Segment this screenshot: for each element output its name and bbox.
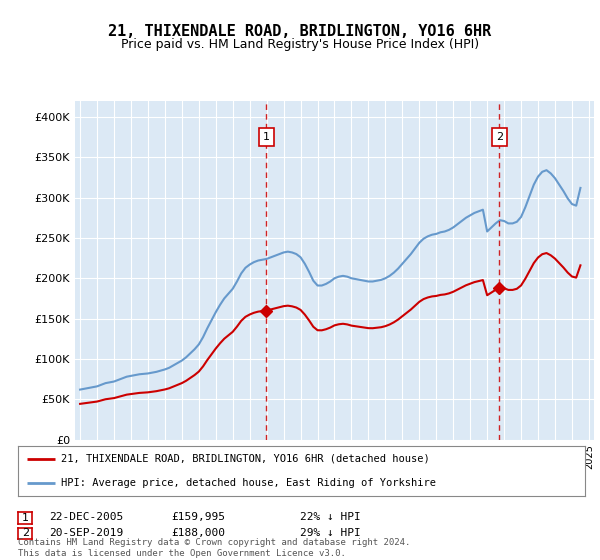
Text: 2: 2 (22, 529, 29, 538)
Text: 1: 1 (22, 513, 29, 522)
Text: 20-SEP-2019: 20-SEP-2019 (49, 528, 124, 538)
Text: 29% ↓ HPI: 29% ↓ HPI (300, 528, 361, 538)
Text: HPI: Average price, detached house, East Riding of Yorkshire: HPI: Average price, detached house, East… (61, 478, 436, 488)
Text: Contains HM Land Registry data © Crown copyright and database right 2024.
This d: Contains HM Land Registry data © Crown c… (18, 538, 410, 558)
Text: £188,000: £188,000 (171, 528, 225, 538)
Text: £159,995: £159,995 (171, 512, 225, 522)
Text: 21, THIXENDALE ROAD, BRIDLINGTON, YO16 6HR (detached house): 21, THIXENDALE ROAD, BRIDLINGTON, YO16 6… (61, 454, 429, 464)
Text: 21, THIXENDALE ROAD, BRIDLINGTON, YO16 6HR: 21, THIXENDALE ROAD, BRIDLINGTON, YO16 6… (109, 24, 491, 39)
Text: 1: 1 (263, 132, 269, 142)
Text: 22% ↓ HPI: 22% ↓ HPI (300, 512, 361, 522)
Text: Price paid vs. HM Land Registry's House Price Index (HPI): Price paid vs. HM Land Registry's House … (121, 38, 479, 51)
Text: 22-DEC-2005: 22-DEC-2005 (49, 512, 124, 522)
Text: 2: 2 (496, 132, 503, 142)
